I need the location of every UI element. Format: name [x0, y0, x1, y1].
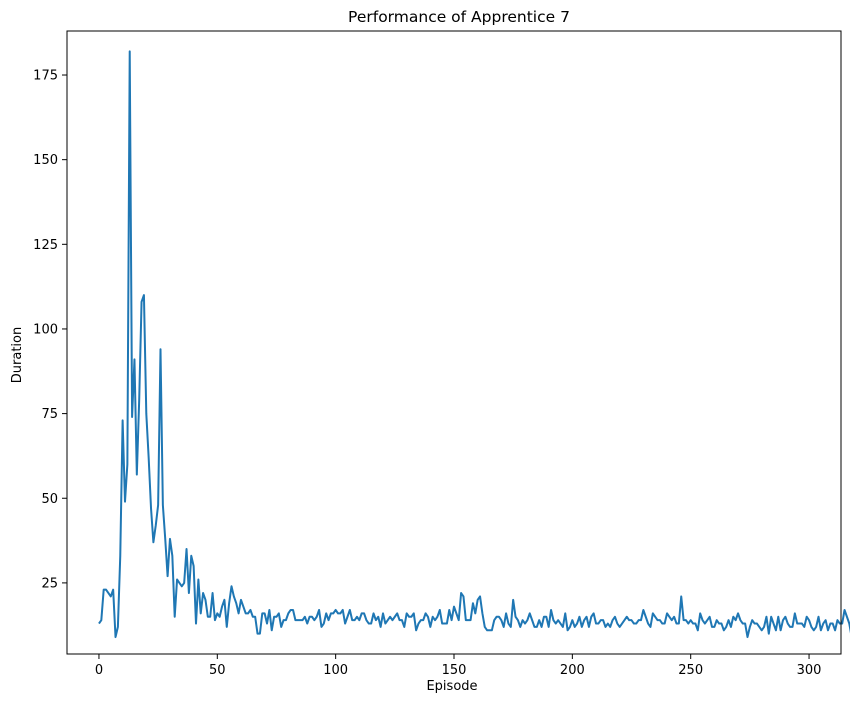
plot-frame [66, 30, 842, 655]
y-tick-label: 25 [41, 576, 58, 591]
x-tick-label: 250 [678, 663, 703, 678]
y-tick-label: 150 [33, 153, 58, 168]
y-tick-label: 75 [41, 407, 58, 422]
axis-ticks: 0 50 100 150 200 250 300 25 50 75 100 125 150 175 [33, 69, 821, 678]
plot-area [98, 50, 850, 639]
x-tick-label: 150 [442, 663, 467, 678]
x-tick-label: 100 [323, 663, 348, 678]
x-tick-label: 200 [560, 663, 585, 678]
x-tick-label: 300 [797, 663, 822, 678]
y-axis-label: Duration [10, 327, 25, 383]
series-line-0 [98, 50, 850, 639]
x-tick-label: 50 [209, 663, 226, 678]
x-tick-label: 0 [95, 663, 103, 678]
y-tick-label: 50 [41, 492, 58, 507]
chart-title: Performance of Apprentice 7 [348, 8, 570, 26]
x-axis-label: Episode [426, 679, 477, 694]
y-tick-label: 100 [33, 322, 58, 337]
y-tick-label: 175 [33, 69, 58, 84]
y-tick-label: 125 [33, 238, 58, 253]
